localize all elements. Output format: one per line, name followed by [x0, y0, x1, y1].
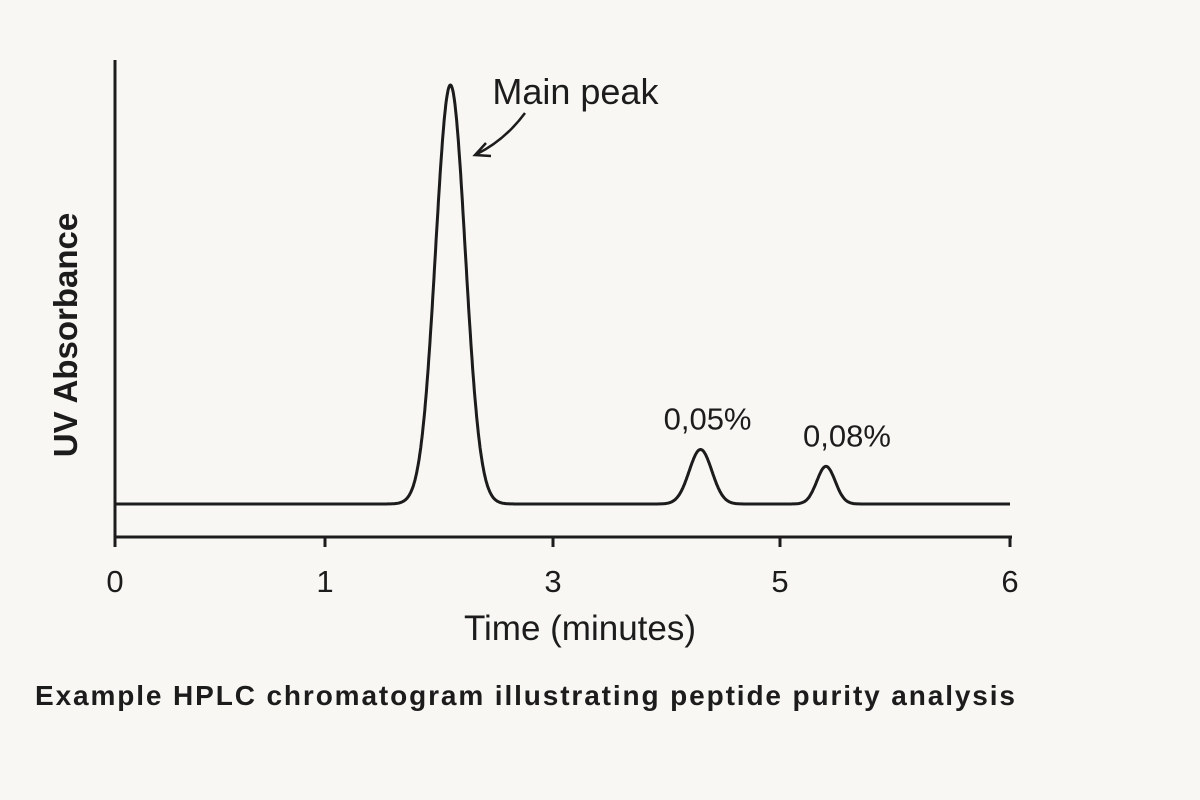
- main-peak-arrow: [476, 112, 527, 156]
- x-tick-label: 3: [544, 564, 561, 599]
- chart-caption: Example HPLC chromatogram illustrating p…: [35, 680, 1015, 711]
- arrowhead-icon: [472, 142, 492, 158]
- main-peak-label: Main peak: [492, 71, 659, 112]
- chromatogram-trace: [114, 83, 1011, 506]
- x-axis-label: Time (minutes): [464, 609, 696, 648]
- x-tick-label: 0: [106, 564, 123, 599]
- impurity-peak-label: 0,08%: [803, 418, 891, 453]
- x-tick-label: 1: [316, 564, 333, 599]
- impurity-peak-label: 0,05%: [664, 402, 752, 437]
- y-axis-label: UV Absorbance: [47, 213, 84, 458]
- x-tick-label: 6: [1001, 564, 1018, 599]
- x-tick-label: 5: [771, 564, 788, 599]
